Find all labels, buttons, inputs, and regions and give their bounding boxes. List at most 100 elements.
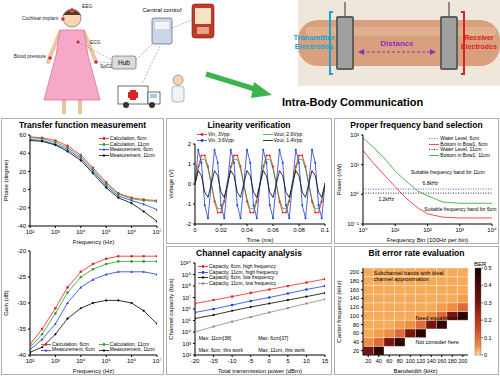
svg-text:Central control: Central control [142, 7, 181, 13]
svg-text:10⁶: 10⁶ [182, 306, 192, 312]
svg-text:120: 120 [350, 304, 359, 310]
svg-text:10²: 10² [26, 229, 35, 235]
svg-text:Max: 11cm, this work: Max: 11cm, this work [258, 347, 305, 353]
svg-text:2: 2 [188, 141, 192, 147]
svg-text:Suitable frequency band for 6c: Suitable frequency band for 6cm [424, 206, 496, 212]
svg-text:-25: -25 [17, 274, 26, 280]
svg-text:Gain (dB): Gain (dB) [3, 290, 9, 316]
svg-text:-10: -10 [228, 358, 237, 364]
svg-text:10⁷: 10⁷ [153, 358, 162, 364]
svg-text:10³: 10³ [51, 358, 60, 364]
svg-text:40: 40 [376, 358, 382, 364]
svg-text:10¹: 10¹ [350, 162, 359, 168]
svg-text:Frequency Bin (100Hz per bin): Frequency Bin (100Hz per bin) [387, 237, 469, 243]
svg-text:180: 180 [350, 278, 359, 284]
svg-text:Frequency (Hz): Frequency (Hz) [73, 239, 114, 245]
svg-text:20: 20 [365, 358, 371, 364]
svg-text:200: 200 [350, 269, 359, 275]
svg-text:Channel capacity (bps): Channel capacity (bps) [168, 278, 174, 339]
svg-text:-40: -40 [17, 352, 26, 358]
svg-text:160: 160 [437, 358, 446, 364]
svg-text:Blood pressure: Blood pressure [14, 54, 47, 59]
svg-text:10²: 10² [26, 358, 35, 364]
svg-text:10⁰: 10⁰ [358, 227, 368, 233]
svg-text:0.3: 0.3 [484, 300, 492, 306]
svg-text:6.8kHz: 6.8kHz [423, 180, 439, 186]
svg-text:20: 20 [353, 348, 359, 354]
svg-text:0.1: 0.1 [484, 335, 492, 341]
svg-text:0.02: 0.02 [215, 227, 227, 233]
svg-text:10⁴: 10⁴ [76, 229, 86, 235]
svg-text:Bandwidth (kHz): Bandwidth (kHz) [393, 368, 437, 374]
svg-text:Carrier frequency (kHz): Carrier frequency (kHz) [336, 280, 342, 342]
svg-text:80: 80 [353, 322, 359, 328]
svg-text:10⁷: 10⁷ [153, 229, 162, 235]
svg-text:0.08: 0.08 [293, 227, 305, 233]
svg-text:10³: 10³ [51, 229, 60, 235]
svg-text:10⁵: 10⁵ [102, 229, 112, 235]
svg-text:-5: -5 [248, 358, 254, 364]
svg-text:Not consider here: Not consider here [416, 339, 459, 345]
svg-text:Intra-Body Communication: Intra-Body Communication [282, 96, 423, 108]
svg-text:Distance: Distance [380, 39, 414, 48]
svg-text:60: 60 [353, 330, 359, 336]
svg-text:140: 140 [427, 358, 436, 364]
svg-text:Need equalization: Need equalization [416, 315, 460, 321]
svg-text:ReceiverElectrodes: ReceiverElectrodes [461, 34, 497, 50]
svg-text:1.2kHz: 1.2kHz [378, 196, 394, 202]
svg-text:10¹: 10¹ [391, 227, 400, 233]
svg-text:120: 120 [416, 358, 425, 364]
svg-text:Cochlear implant: Cochlear implant [22, 16, 59, 21]
svg-text:10⁸: 10⁸ [182, 283, 192, 289]
svg-text:80: 80 [397, 358, 403, 364]
svg-text:TransmitterElectrodes: TransmitterElectrodes [294, 33, 335, 51]
svg-text:Max: 11cm[38]: Max: 11cm[38] [199, 335, 232, 341]
svg-text:-40: -40 [17, 223, 26, 229]
svg-text:10⁴: 10⁴ [182, 329, 192, 335]
svg-text:-20: -20 [191, 358, 200, 364]
svg-text:10⁵: 10⁵ [182, 318, 192, 324]
svg-text:Suitable frequency band for 11: Suitable frequency band for 11cm [411, 169, 485, 175]
svg-text:Frequency (Hz): Frequency (Hz) [73, 368, 114, 374]
svg-text:10²: 10² [350, 132, 359, 138]
svg-text:0.4: 0.4 [484, 282, 492, 288]
svg-text:10⁻¹: 10⁻¹ [347, 221, 359, 227]
svg-text:60: 60 [386, 358, 392, 364]
svg-text:20: 20 [19, 169, 26, 175]
svg-text:EEG: EEG [82, 4, 92, 9]
svg-text:Total transmission power (dBm): Total transmission power (dBm) [218, 368, 302, 374]
svg-text:Max: 6cm[37]: Max: 6cm[37] [258, 335, 289, 341]
svg-text:Power (nW): Power (nW) [336, 164, 342, 196]
svg-text:-15: -15 [209, 358, 218, 364]
svg-text:0.04: 0.04 [241, 227, 253, 233]
svg-text:0: 0 [193, 227, 197, 233]
svg-text:0: 0 [23, 187, 27, 193]
svg-text:-20: -20 [17, 248, 26, 254]
svg-text:15: 15 [322, 358, 329, 364]
svg-text:10⁶: 10⁶ [127, 358, 137, 364]
svg-text:10⁰: 10⁰ [350, 191, 360, 197]
svg-text:10²: 10² [423, 227, 432, 233]
svg-text:ECG: ECG [90, 40, 101, 45]
svg-text:200: 200 [458, 358, 467, 364]
svg-text:140: 140 [350, 295, 359, 301]
svg-text:Voltage (V): Voltage (V) [168, 169, 174, 199]
svg-text:Max: 6cm, this work: Max: 6cm, this work [199, 347, 244, 353]
svg-text:10¹⁰: 10¹⁰ [180, 260, 192, 266]
svg-text:160: 160 [350, 287, 359, 293]
svg-text:Phase (degree): Phase (degree) [3, 160, 9, 201]
svg-text:10⁷: 10⁷ [182, 295, 191, 301]
svg-text:40: 40 [353, 339, 359, 345]
svg-text:-1: -1 [186, 201, 192, 207]
svg-text:Subchannel bands with idealcha: Subchannel bands with idealchannel appro… [374, 270, 444, 282]
svg-text:0.5: 0.5 [484, 265, 492, 271]
svg-text:100: 100 [406, 358, 415, 364]
svg-text:0: 0 [188, 181, 192, 187]
svg-text:0.06: 0.06 [267, 227, 279, 233]
svg-text:0: 0 [484, 352, 487, 358]
svg-text:10⁶: 10⁶ [127, 229, 137, 235]
svg-text:0: 0 [268, 358, 272, 364]
svg-text:Hub: Hub [118, 59, 130, 66]
svg-text:1: 1 [188, 161, 192, 167]
svg-text:0.1: 0.1 [321, 227, 330, 233]
